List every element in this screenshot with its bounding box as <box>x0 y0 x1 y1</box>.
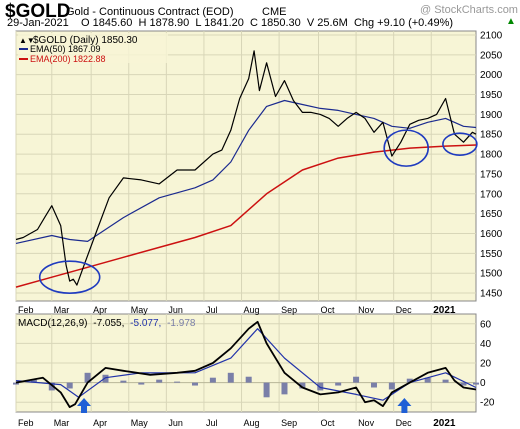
macd-histogram-bar <box>388 382 395 390</box>
macd-histogram-bar <box>370 382 377 388</box>
macd-x-tick-label: Nov <box>358 418 375 428</box>
price-x-tick-label: Jul <box>206 305 218 315</box>
macd-histogram-bar <box>191 382 198 386</box>
macd-histogram-bar <box>209 377 216 383</box>
legend-ema200: EMA(200) 1822.88 <box>30 54 106 64</box>
legend-price: $GOLD (Daily) 1850.30 <box>33 35 138 46</box>
macd-histogram-bar <box>460 382 467 386</box>
macd-histogram-bar <box>174 381 181 383</box>
macd-histogram-bar <box>317 382 324 391</box>
macd-x-tick-label: Mar <box>54 418 70 428</box>
price-y-tick-label: 1600 <box>480 229 503 240</box>
macd-histogram-bar <box>138 382 145 385</box>
macd-y-tick-label: 60 <box>480 319 492 330</box>
price-y-tick-label: 1950 <box>480 90 503 101</box>
legend-macd-value: -7.055, <box>93 318 124 329</box>
exchange-label: CME <box>262 6 287 18</box>
macd-legend: MACD(12,26,9) -7.055, -5.077, -1.978 <box>18 318 196 329</box>
price-legend: ▲▼ $GOLD (Daily) 1850.30 EMA(50) 1867.09… <box>18 33 168 64</box>
price-y-tick-label: 1500 <box>480 269 503 280</box>
price-y-tick-label: 2000 <box>480 70 503 81</box>
ema200-line <box>15 144 477 288</box>
price-y-tick-label: 1800 <box>480 150 503 161</box>
legend-macd-prefix: MACD(12,26,9) <box>18 318 87 329</box>
macd-histogram-bar <box>120 380 127 383</box>
macd-x-tick-label: Apr <box>93 418 107 428</box>
quote-up-arrow: ▲ <box>506 16 516 27</box>
legend-price-arrow: ▲▼ <box>19 36 35 45</box>
macd-x-tick-label: Sep <box>281 418 297 428</box>
price-x-tick-label: 2021 <box>433 305 456 316</box>
price-x-tick-label: Oct <box>320 305 335 315</box>
macd-histogram-bar <box>156 379 163 383</box>
price-y-tick-label: 2100 <box>480 30 503 41</box>
annotation-circle <box>442 132 478 156</box>
macd-histogram-bar <box>473 382 479 385</box>
macd-histogram-bar <box>263 382 270 398</box>
price-x-tick-label: Jun <box>168 305 183 315</box>
price-y-tick-label: 1750 <box>480 169 503 180</box>
watermark: @ StockCharts.com <box>420 4 518 16</box>
price-x-tick-label: May <box>131 305 149 315</box>
macd-histogram-bar <box>227 372 234 383</box>
price-y-tick-label: 1550 <box>480 249 503 260</box>
symbol-title: $GOLD <box>5 1 71 22</box>
macd-line <box>15 320 477 409</box>
price-y-tick-label: 1650 <box>480 209 503 220</box>
macd-x-tick-label: Oct <box>320 418 335 428</box>
macd-x-tick-label: Jun <box>168 418 183 428</box>
price-x-tick-label: Apr <box>93 305 107 315</box>
macd-y-tick-label: -20 <box>480 398 495 409</box>
macd-histogram-bar <box>66 382 73 389</box>
macd-histogram-bar <box>406 378 413 383</box>
annotation-circle <box>38 260 101 294</box>
instrument-name: Gold - Continuous Contract (EOD) <box>66 6 234 18</box>
macd-histogram-bar <box>442 379 449 383</box>
svg-text:MACD(12,26,9) -7.055,: MACD(12,26,9) -7.055, -5.077, -1.978 <box>18 318 196 329</box>
macd-x-tick-label: Aug <box>244 418 260 428</box>
macd-histogram-bar <box>299 382 306 389</box>
macd-x-tick-label: Dec <box>396 418 413 428</box>
macd-histogram-bar <box>102 374 109 383</box>
ema50-line <box>15 99 477 244</box>
price-x-tick-label: Feb <box>18 305 34 315</box>
macd-x-tick-label: 2021 <box>433 418 456 429</box>
legend-hist-value: -1.978 <box>167 318 196 329</box>
price-x-tick-label: Dec <box>396 305 413 315</box>
price-x-tick-label: Nov <box>358 305 375 315</box>
legend-signal-value: -5.077, <box>130 318 161 329</box>
annotation-arrow <box>77 398 92 413</box>
macd-x-tick-label: Feb <box>18 418 34 428</box>
legend-ema50: EMA(50) 1867.09 <box>30 44 101 54</box>
macd-x-tick-label: Jul <box>206 418 218 428</box>
price-y-tick-label: 2050 <box>480 50 503 61</box>
price-y-tick-label: 1450 <box>480 289 503 300</box>
macd-histogram-bar <box>84 372 91 383</box>
quote-line: 29-Jan-2021 O 1845.60 H 1878.90 L 1841.2… <box>7 17 454 29</box>
price-y-tick-label: 1850 <box>480 130 503 141</box>
macd-histogram-bar <box>245 376 252 383</box>
macd-x-tick-label: May <box>131 418 149 428</box>
annotation-arrow <box>397 398 412 413</box>
macd-histogram-bar <box>13 382 19 385</box>
price-x-tick-label: Aug <box>244 305 260 315</box>
price-line <box>15 50 477 286</box>
macd-histogram-bar <box>424 377 431 383</box>
price-y-tick-label: 1700 <box>480 189 503 200</box>
annotation-circle <box>383 129 429 167</box>
macd-histogram-bar <box>335 382 342 386</box>
macd-histogram-bar <box>281 382 288 395</box>
macd-y-tick-label: 20 <box>480 359 492 370</box>
price-x-tick-label: Mar <box>54 305 70 315</box>
macd-histogram-bar <box>353 376 360 383</box>
price-y-tick-label: 1900 <box>480 110 503 121</box>
price-x-tick-label: Sep <box>281 305 297 315</box>
macd-y-tick-label: 0 <box>480 378 486 389</box>
macd-histogram-bar <box>30 379 37 383</box>
macd-histogram-bar <box>48 382 55 391</box>
macd-y-tick-label: 40 <box>480 339 492 350</box>
